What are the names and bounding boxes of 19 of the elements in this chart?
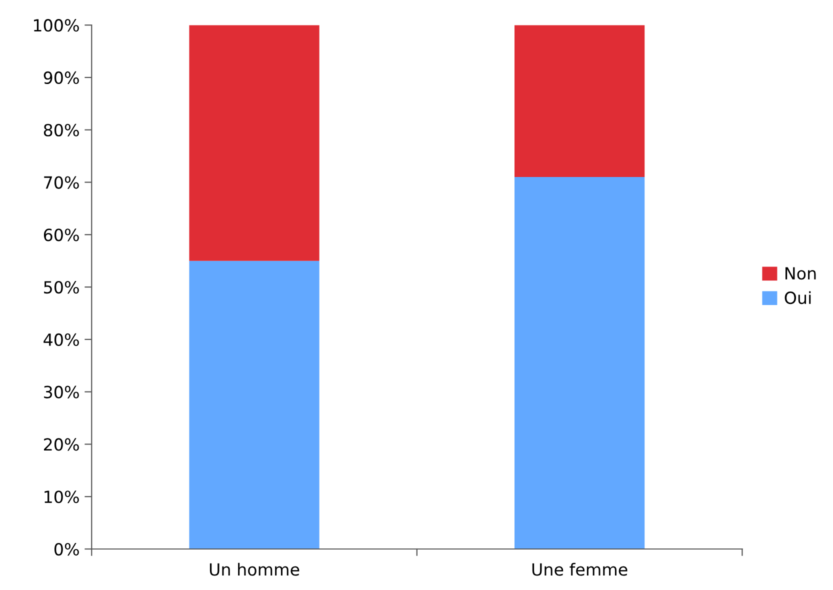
- y-tick-label: 90%: [44, 71, 79, 84]
- bar: [189, 260, 320, 549]
- y-tick-label: 50%: [44, 280, 79, 294]
- y-tick-label: 40%: [44, 333, 79, 346]
- x-tick-label: Une femme: [532, 562, 628, 576]
- y-tick-label: 70%: [44, 176, 79, 189]
- bar: [514, 177, 645, 549]
- y-tick-label: 60%: [44, 228, 79, 242]
- y-tick-label: 20%: [44, 438, 79, 451]
- y-tick-label: 0%: [54, 542, 79, 556]
- y-tick-label: 10%: [44, 490, 79, 504]
- bar: [189, 25, 320, 261]
- x-tick-label: Un homme: [210, 562, 300, 576]
- y-tick-label: 80%: [44, 124, 79, 136]
- bar: [514, 25, 645, 178]
- y-tick-label: 30%: [44, 386, 79, 398]
- legend-label: Non: [786, 267, 816, 280]
- legend-label: Oui: [784, 291, 811, 304]
- y-tick-label: 100%: [34, 19, 79, 32]
